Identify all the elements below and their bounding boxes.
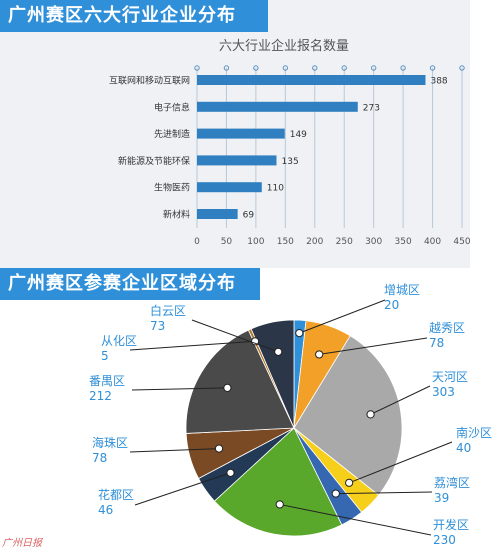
bar [197, 101, 358, 112]
pie-leader-line [299, 299, 386, 334]
pie-slice-label: 开发区 [433, 517, 469, 532]
pie-slice-value: 78 [92, 451, 107, 465]
pie-leader-line [348, 441, 453, 484]
bar-category-label: 互联网和移动互联网 [109, 75, 190, 87]
bar-gridline-marker [253, 65, 259, 71]
pie-slice-label: 海珠区 [92, 435, 128, 450]
bar-category-label: 新材料 [163, 209, 190, 221]
bar-gridline-marker [341, 65, 347, 71]
bar-value-label: 69 [243, 211, 255, 221]
pie-leader-line [131, 387, 228, 391]
bar-gridline-marker [282, 65, 289, 71]
bar-xtick-label: 150 [277, 237, 294, 247]
bar-category-label: 生物医药 [154, 182, 190, 194]
pie-slice-value: 5 [101, 349, 109, 363]
pie-leader-line [335, 491, 433, 495]
pie-slice-label: 荔湾区 [434, 475, 470, 490]
bar-value-label: 388 [430, 77, 447, 87]
pie-leader-dot [223, 383, 232, 392]
industry-section-banner: 广州赛区六大行业企业分布 [0, 0, 268, 32]
pie-slice-label: 白云区 [150, 303, 186, 318]
bar-value-label: 273 [363, 103, 380, 113]
pie-leader-line [319, 337, 428, 355]
pie-slice [213, 427, 343, 537]
pie-slice-label: 番禺区 [89, 374, 125, 388]
pie-leader-line [129, 448, 220, 453]
bar-xtick-label: 200 [306, 237, 323, 247]
bar [197, 75, 426, 85]
bar-gridline-marker [429, 65, 436, 71]
pie-slice-label: 南沙区 [456, 425, 492, 440]
bar-xtick-label: 400 [424, 237, 441, 247]
bar-xtick-label: 100 [247, 237, 264, 247]
bar-category-label: 先进制造 [154, 128, 190, 140]
pie-leader-line [370, 385, 431, 415]
pie-slice-label: 花都区 [98, 487, 134, 502]
bar-xtick-label: 250 [336, 237, 353, 247]
pie-leader-dot [331, 489, 340, 498]
bar-value-label: 149 [290, 130, 307, 140]
pie-slice-value: 303 [432, 385, 455, 399]
industry-bar-chart: 六大行业企业报名数量 0 50 100 150 200 250 300 350 400 450 互… [109, 38, 471, 247]
bar [197, 128, 285, 139]
pie-leader-dot [226, 468, 235, 477]
pie-slice-label: 天河区 [432, 370, 468, 384]
pie-leader-dot [295, 329, 304, 338]
bar-chart-title: 六大行业企业报名数量 [219, 38, 349, 54]
bar-gridline-marker [312, 65, 318, 71]
pie-leader-dot [366, 410, 375, 419]
pie-slice-value: 20 [384, 298, 399, 312]
pie-slice-label: 越秀区 [429, 321, 465, 335]
pie-slice-value: 73 [150, 319, 165, 333]
bar-xtick-label: 450 [453, 237, 470, 247]
pie-leader-dot [315, 350, 324, 359]
pie-leader-line [129, 340, 256, 351]
bar-category-label: 电子信息 [154, 101, 190, 113]
bar [197, 209, 238, 219]
pie-slice [250, 319, 295, 429]
pie-slice-label: 从化区 [101, 334, 137, 348]
pie-slice-value: 39 [434, 491, 449, 505]
bar-xtick-label: 350 [395, 237, 412, 247]
bar-xtick-label: 50 [221, 237, 233, 247]
bar-gridline-marker [194, 65, 200, 71]
bar-category-label: 新能源及节能环保 [118, 155, 190, 167]
pie-slice-value: 212 [89, 389, 112, 403]
pie-slice-value: 46 [98, 503, 113, 517]
pie-leader-dot [274, 347, 283, 356]
bar [197, 182, 262, 193]
bar-gridline-marker [400, 65, 406, 71]
bar-xtick-label: 0 [194, 237, 200, 247]
bar-gridline-marker [459, 65, 465, 71]
pie-leader-dot [345, 478, 354, 487]
pie-slice-value: 40 [456, 441, 471, 455]
pie-leader-line [279, 503, 432, 536]
pie-leader-line [134, 472, 231, 506]
bar-xtick-label: 300 [365, 237, 382, 247]
pie-leader-dot [214, 444, 224, 453]
bar [197, 155, 277, 166]
pie-leader-dot [275, 500, 284, 509]
pie-slice-value: 78 [429, 336, 444, 350]
bar-value-label: 135 [282, 157, 299, 167]
bar-value-label: 110 [267, 184, 284, 194]
pie-leader-line [191, 319, 279, 353]
pie-slice-value: 230 [433, 533, 456, 547]
bar-gridline-marker [370, 65, 377, 71]
newspaper-watermark: 广州日报 [2, 538, 42, 549]
pie-slice-label: 增城区 [384, 283, 420, 297]
pie-slice [185, 329, 295, 434]
bar-gridline-marker [223, 65, 230, 71]
region-section-banner: 广州赛区参赛企业区域分布 [0, 268, 260, 300]
